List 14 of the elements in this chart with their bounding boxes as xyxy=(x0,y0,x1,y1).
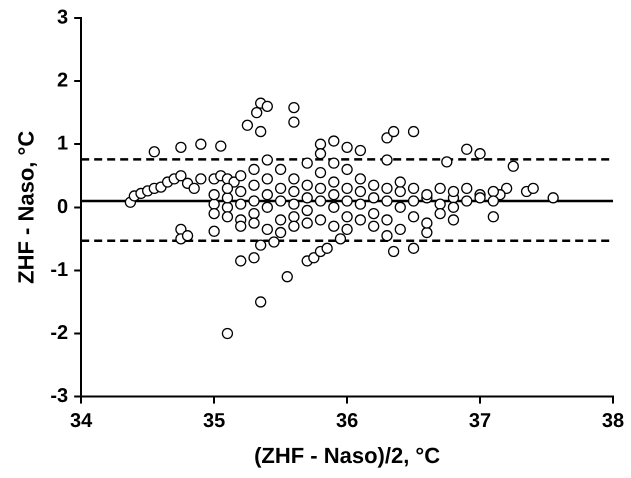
y-tick-label: -1 xyxy=(50,258,68,281)
y-axis-title: ZHF - Naso, °C xyxy=(13,130,38,284)
y-tick-label: 1 xyxy=(57,132,68,155)
x-tick-label: 37 xyxy=(468,410,492,432)
y-tick-label: 0 xyxy=(57,196,68,218)
x-tick-label: 35 xyxy=(203,410,226,432)
x-tick-label: 36 xyxy=(336,410,358,432)
y-tick-label: -3 xyxy=(50,385,68,408)
x-axis-title: (ZHF - Naso)/2, °C xyxy=(254,442,440,468)
x-tick-label: 38 xyxy=(602,410,624,432)
y-tick-label: -2 xyxy=(50,322,68,344)
y-tick-label: 3 xyxy=(57,6,68,29)
y-tick-label: 2 xyxy=(57,70,68,92)
x-tick-label: 34 xyxy=(70,410,94,432)
